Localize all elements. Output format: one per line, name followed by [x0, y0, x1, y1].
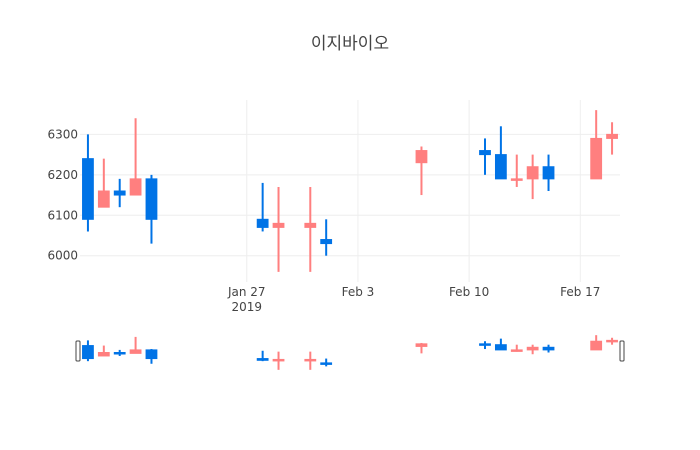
candle: [82, 134, 94, 232]
slider-candle: [320, 358, 333, 367]
candle: [526, 154, 539, 200]
candle-body: [145, 178, 158, 220]
candle-body: [510, 178, 523, 181]
slider-candle-body: [494, 344, 507, 351]
x-tick-label: Feb 3: [342, 285, 375, 299]
candle: [304, 186, 317, 272]
y-tick-label: 6100: [47, 208, 78, 222]
slider-candle: [272, 351, 285, 370]
range-slider-left-handle[interactable]: [75, 340, 81, 362]
slider-candle-body: [479, 343, 491, 346]
slider-candle: [97, 345, 110, 357]
candle: [97, 158, 110, 208]
slider-candle-body: [526, 346, 539, 351]
candle-body: [97, 190, 110, 208]
range-slider-bg: [80, 333, 620, 372]
candle-body: [256, 218, 269, 228]
candle: [415, 146, 428, 196]
grid-layer: [80, 100, 620, 282]
candle: [113, 178, 126, 208]
slider-candle-body: [415, 343, 428, 347]
candle-body: [590, 137, 603, 180]
slider-candle: [510, 344, 523, 352]
slider-candle: [256, 350, 269, 362]
x-tick-label: Feb 17: [560, 285, 600, 299]
y-axis: 6000 6100 6200 6300: [47, 127, 78, 262]
slider-candle: [606, 337, 618, 345]
slider-candle-body: [113, 352, 126, 355]
candle: [510, 154, 523, 187]
candle-body: [542, 166, 555, 180]
candle: [145, 174, 158, 244]
candle: [542, 154, 555, 191]
candle-body: [320, 239, 333, 245]
chart-title: 이지바이오: [311, 34, 389, 54]
candle-body: [304, 222, 317, 228]
range-slider-right-handle[interactable]: [619, 340, 625, 362]
slider-candle-body: [272, 358, 285, 362]
candle: [494, 126, 507, 180]
slider-candle: [82, 340, 94, 362]
candle-body: [129, 178, 142, 196]
candle-body: [606, 133, 618, 139]
slider-candle-body: [145, 349, 158, 360]
slider-candle-body: [590, 340, 603, 351]
candle-body: [479, 150, 491, 156]
slider-candle-body: [542, 346, 555, 351]
slider-candle: [590, 335, 603, 351]
slider-candle: [145, 349, 158, 364]
x-tick-label: Feb 10: [449, 285, 489, 299]
slider-candle: [479, 341, 491, 350]
candle-layer: [82, 110, 618, 272]
candle: [320, 219, 333, 256]
slider-candle-body: [510, 349, 523, 352]
slider-candle: [542, 344, 555, 353]
y-tick-label: 6200: [47, 168, 78, 182]
candle-body: [526, 166, 539, 180]
slider-candle-body: [256, 358, 269, 361]
x-tick-label: Jan 27: [227, 285, 266, 299]
slider-candle: [129, 336, 142, 354]
slider-candle-body: [129, 349, 142, 354]
slider-candle-body: [97, 352, 110, 357]
candle: [272, 186, 285, 272]
candle: [129, 118, 142, 196]
y-tick-label: 6000: [47, 249, 78, 263]
slider-candle-body: [82, 345, 94, 360]
candle-body: [82, 158, 94, 220]
range-slider[interactable]: [75, 333, 625, 372]
slider-candle: [113, 349, 126, 356]
candle: [256, 182, 269, 232]
slider-candle: [415, 342, 428, 354]
slider-candle: [304, 351, 317, 370]
candle-body: [272, 222, 285, 228]
y-tick-label: 6300: [47, 127, 78, 141]
slider-candle-body: [320, 362, 333, 365]
slider-candle-body: [304, 358, 317, 362]
candle: [479, 138, 491, 175]
candle: [606, 122, 618, 155]
candle: [590, 110, 603, 180]
candle-body: [113, 190, 126, 196]
candle-body: [494, 154, 507, 180]
slider-candle-body: [606, 339, 618, 343]
candle-body: [415, 150, 428, 164]
slider-candle: [494, 338, 507, 351]
x-tick-sublabel: 2019: [231, 300, 262, 314]
slider-candle: [526, 344, 539, 355]
